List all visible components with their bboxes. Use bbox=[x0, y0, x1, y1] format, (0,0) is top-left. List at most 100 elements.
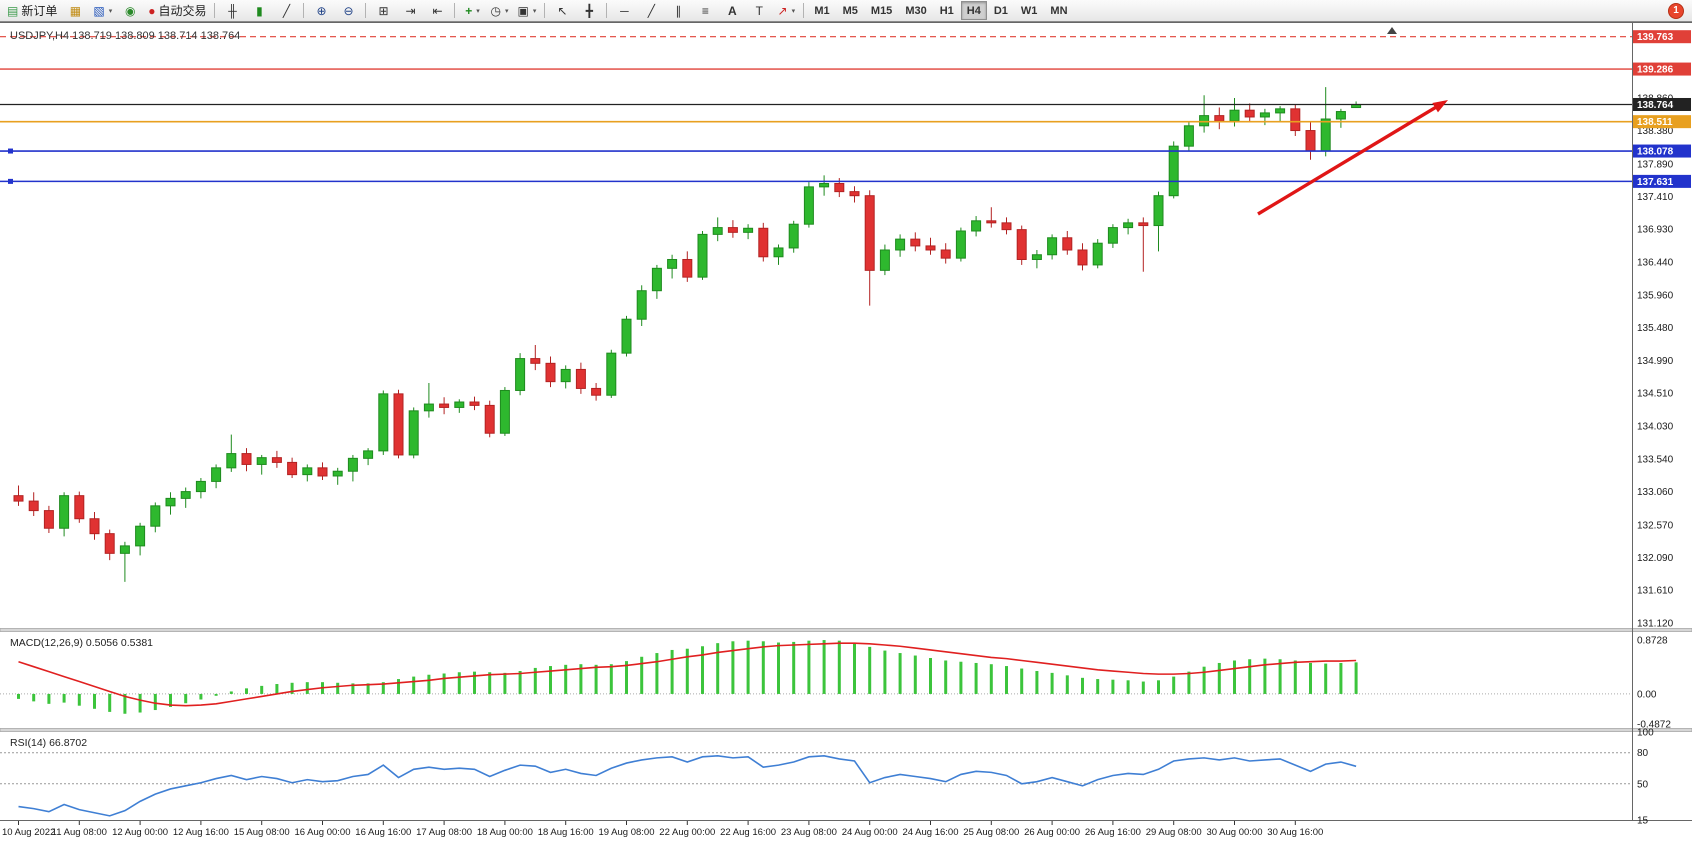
notification-badge[interactable]: 1 bbox=[1668, 2, 1684, 19]
line-anchor[interactable] bbox=[8, 178, 13, 184]
macd-histogram-bar bbox=[1187, 671, 1191, 694]
price-badge-label: 138.078 bbox=[1637, 147, 1674, 158]
candle bbox=[363, 450, 374, 459]
candle bbox=[682, 258, 693, 278]
macd-histogram-bar bbox=[959, 661, 963, 694]
bar-chart-button[interactable]: ╫ bbox=[219, 1, 245, 21]
trend-arrow[interactable] bbox=[1257, 101, 1444, 216]
macd-histogram-bar bbox=[351, 683, 355, 694]
pane-splitter[interactable] bbox=[0, 628, 1692, 632]
candle bbox=[773, 247, 784, 258]
zoom-out-button[interactable]: ⊖ bbox=[335, 1, 361, 21]
main-pane[interactable] bbox=[0, 24, 1632, 628]
time-scale-label: 19 Aug 08:00 bbox=[599, 827, 655, 838]
macd-histogram-bar bbox=[625, 661, 628, 694]
macd-histogram-bar bbox=[1202, 666, 1206, 694]
candle bbox=[606, 352, 617, 396]
candle bbox=[1077, 249, 1088, 266]
chart-canvas[interactable]: USDJPY,H4 138.719 138.809 138.714 138.76… bbox=[0, 22, 1692, 845]
macd-histogram-bar bbox=[989, 664, 993, 694]
time-scale-label: 23 Aug 08:00 bbox=[781, 827, 837, 838]
macd-histogram-bar bbox=[1005, 666, 1008, 694]
tile-windows-button[interactable]: ⊞ bbox=[370, 1, 396, 21]
toolbar-separator bbox=[303, 3, 305, 18]
autotrading-button[interactable]: ● 自动交易 bbox=[144, 1, 210, 21]
timeframe-m15-button[interactable]: M15 bbox=[870, 4, 893, 17]
line-chart-button[interactable]: ╱ bbox=[273, 1, 299, 21]
arrows-tool-button[interactable]: ↗ ▾ bbox=[773, 1, 799, 21]
macd-histogram-bar bbox=[1126, 680, 1130, 694]
candlestick-chart-button[interactable]: ▮ bbox=[246, 1, 272, 21]
autotrading-label: 自动交易 bbox=[158, 4, 207, 18]
macd-histogram-bar bbox=[1141, 681, 1145, 694]
macd-histogram-bar bbox=[837, 640, 841, 694]
crosshair-button[interactable]: ╋ bbox=[576, 1, 602, 21]
price-badge-label: 138.511 bbox=[1637, 117, 1673, 128]
candle bbox=[955, 230, 966, 259]
trendline-button[interactable]: ╱ bbox=[638, 1, 664, 21]
periods-button[interactable]: ◷ ▾ bbox=[486, 1, 512, 21]
macd-histogram-bar bbox=[777, 642, 780, 694]
auto-scroll-icon: ⇥ bbox=[405, 3, 416, 18]
macd-histogram-bar bbox=[761, 641, 765, 694]
timeframe-m5-button[interactable]: M5 bbox=[842, 4, 858, 17]
new-order-label: 新订单 bbox=[21, 4, 58, 18]
candle bbox=[1183, 125, 1194, 147]
macd-histogram-bar bbox=[47, 693, 51, 704]
line-anchor[interactable] bbox=[8, 148, 13, 154]
zoom-in-button[interactable]: ⊕ bbox=[308, 1, 334, 21]
price-badge bbox=[1633, 115, 1691, 129]
zoom-out-icon: ⊖ bbox=[343, 3, 354, 18]
macd-histogram-bar bbox=[442, 673, 446, 694]
auto-scroll-button[interactable]: ⇥ bbox=[397, 1, 423, 21]
indicators-button[interactable]: + ▾ bbox=[459, 1, 485, 21]
channel-button[interactable]: ∥ bbox=[665, 1, 691, 21]
chart-shift-marker[interactable] bbox=[1387, 27, 1397, 34]
macd-histogram-bar bbox=[655, 653, 659, 694]
timeframe-mn-button[interactable]: MN bbox=[1050, 4, 1068, 17]
macd-histogram-bar bbox=[412, 676, 416, 694]
candle bbox=[165, 497, 176, 507]
timeframe-m1-button[interactable]: M1 bbox=[814, 4, 830, 17]
chevron-down-icon: ▾ bbox=[791, 7, 796, 15]
macd-pane[interactable] bbox=[0, 632, 1632, 728]
chevron-down-icon: ▾ bbox=[504, 7, 509, 15]
templates-button[interactable]: ▣ ▾ bbox=[513, 1, 540, 21]
macd-histogram-bar bbox=[868, 646, 872, 694]
horizontal-line-button[interactable]: ─ bbox=[611, 1, 637, 21]
timeframe-h4-button[interactable]: H4 bbox=[960, 1, 987, 20]
timeframe-m30-button[interactable]: M30 bbox=[905, 4, 927, 17]
text-tool-button[interactable]: A bbox=[719, 1, 745, 21]
candle bbox=[1123, 222, 1134, 229]
timeframe-w1-button[interactable]: W1 bbox=[1020, 4, 1038, 17]
arrows-tool-icon: ↗ bbox=[777, 3, 788, 18]
label-tool-button[interactable]: T bbox=[746, 1, 772, 21]
macd-histogram-bar bbox=[1309, 662, 1312, 694]
navigator-button[interactable]: ◉ bbox=[117, 1, 143, 21]
fibonacci-button[interactable]: ≡ bbox=[692, 1, 718, 21]
macd-histogram-bar bbox=[1172, 676, 1176, 694]
time-scale-label: 15 Aug 08:00 bbox=[234, 827, 290, 838]
timeframe-d1-button[interactable]: D1 bbox=[993, 4, 1008, 17]
toolbar-separator bbox=[544, 3, 546, 18]
candle bbox=[1016, 229, 1027, 260]
cursor-button[interactable]: ↖ bbox=[549, 1, 575, 21]
candle bbox=[423, 403, 434, 412]
time-scale-label: 25 Aug 08:00 bbox=[963, 827, 1019, 838]
profiles-button[interactable]: ▧ ▾ bbox=[89, 1, 116, 21]
macd-histogram-bar bbox=[853, 642, 856, 694]
new-order-button[interactable]: ▤ 新订单 bbox=[3, 1, 61, 21]
pane-splitter[interactable] bbox=[0, 728, 1692, 732]
new-chart-button[interactable]: ▦ bbox=[62, 1, 88, 21]
price-scale-label: 134.510 bbox=[1637, 389, 1674, 400]
candle bbox=[560, 368, 571, 383]
macd-histogram-bar bbox=[1278, 659, 1282, 694]
rsi-pane[interactable] bbox=[0, 732, 1632, 820]
timeframe-h1-button[interactable]: H1 bbox=[939, 4, 954, 17]
macd-histogram-bar bbox=[1096, 679, 1100, 694]
chart-shift-button[interactable]: ⇤ bbox=[424, 1, 450, 21]
macd-histogram-bar bbox=[123, 693, 127, 714]
macd-histogram-bar bbox=[731, 641, 735, 694]
candle bbox=[1244, 109, 1255, 118]
macd-histogram-bar bbox=[944, 660, 948, 694]
